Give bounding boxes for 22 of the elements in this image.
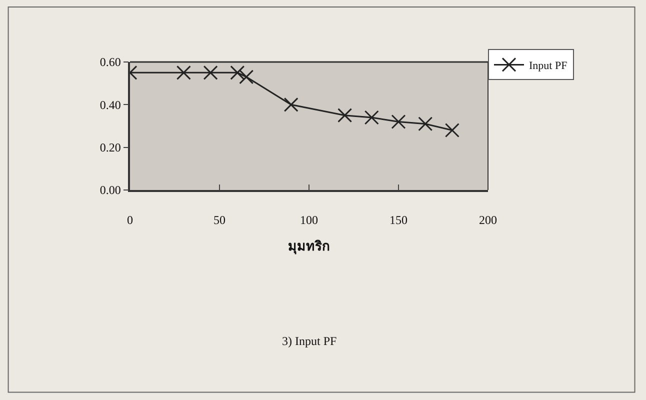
x-tick-label: 0 [127,213,133,228]
point [364,110,379,125]
x-axis-title: มุมทริก [288,238,330,254]
x-tick-label: 50 [214,213,226,228]
point [284,97,298,112]
point [444,123,460,138]
point [239,70,254,84]
text: 3) Input PF [282,334,337,348]
y-tick-label: 0.20 [100,140,121,155]
x-tick-label: 100 [300,213,318,228]
point [230,65,245,80]
point [418,116,433,132]
y-tick-label: 0.60 [100,55,121,70]
point [203,65,218,80]
legend-label: Input PF [529,60,568,72]
x-tick-label: 200 [479,213,497,228]
point [338,108,352,123]
point [391,114,406,129]
y-tick-label: 0.00 [100,183,121,198]
y-tick-label: 0.40 [100,98,121,112]
point [176,65,191,80]
x-tick-label: 150 [390,213,408,228]
